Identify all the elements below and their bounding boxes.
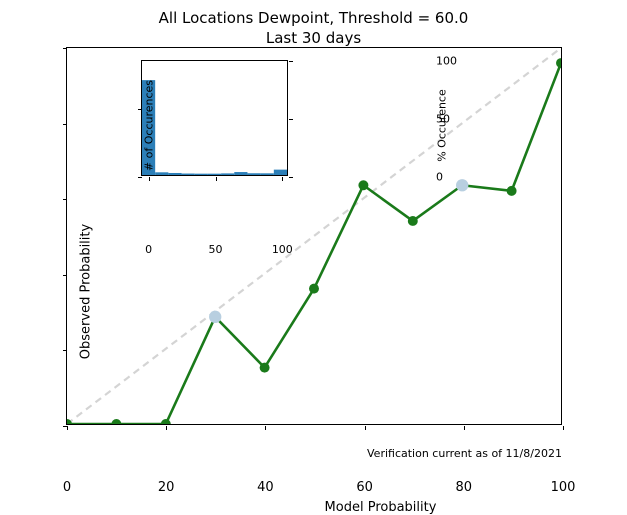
reference-line-segment — [67, 48, 561, 424]
x-axis-tick-label: 80 — [455, 480, 473, 495]
inset-histogram-canvas — [142, 80, 287, 175]
data-point-marker — [358, 180, 369, 191]
inset-x-axis-tick-mark — [215, 177, 217, 181]
inset-x-axis-tick-label: 0 — [145, 243, 153, 256]
data-point-marker — [259, 362, 270, 373]
histogram-bar — [207, 173, 222, 175]
reliability-diagram-figure: All Locations Dewpoint, Threshold = 60.0… — [0, 8, 627, 515]
inset-x-axis-tick-label: 100 — [271, 243, 293, 256]
inset-secondary-y-axis-tick-mark — [289, 119, 293, 121]
x-axis-tick-label: 100 — [550, 480, 576, 495]
inset-secondary-y-axis-tick-label: 100 — [436, 54, 457, 68]
data-point-marker — [160, 419, 171, 424]
histogram-bar — [260, 173, 274, 175]
inset-y-axis-label: # of Occurences — [142, 79, 156, 172]
data-point-marker — [309, 283, 319, 294]
y-axis-tick-mark — [63, 48, 67, 50]
x-axis-tick-mark — [265, 426, 267, 430]
y-axis-tick-mark — [63, 350, 67, 352]
perfect-reliability-reference-line — [67, 48, 561, 424]
data-point-marker — [456, 179, 469, 192]
figure-title-line-2: Last 30 days — [265, 29, 362, 47]
x-axis-tick-label: 40 — [257, 480, 274, 495]
data-point-marker — [506, 185, 517, 196]
inset-secondary-y-axis-tick-label: 50 — [436, 112, 450, 126]
x-axis-tick-mark — [364, 426, 366, 430]
x-axis-tick-label: 20 — [157, 480, 175, 495]
verification-annotation: Verification current as of 11/8/2021 — [367, 447, 562, 460]
observed-probability-markers — [67, 58, 561, 424]
figure-title-line-1: All Locations Dewpoint, Threshold = 60.0 — [158, 9, 469, 27]
x-axis-tick-mark — [563, 426, 565, 430]
histogram-bar — [142, 80, 156, 175]
inset-secondary-y-axis-label: % Occurence — [435, 89, 449, 162]
inset-x-axis-tick-label: 50 — [208, 243, 223, 256]
inset-secondary-y-axis-tick-mark — [289, 61, 293, 63]
x-axis-tick-mark — [67, 426, 69, 430]
x-axis-tick-mark — [463, 426, 465, 430]
x-axis-label: Model Probability — [324, 500, 437, 515]
x-axis-tick-label: 0 — [62, 480, 72, 495]
histogram-bar — [273, 169, 287, 175]
data-point-marker — [111, 419, 122, 424]
inset-secondary-y-axis-tick-mark — [289, 177, 293, 179]
y-axis-tick-mark — [63, 123, 67, 125]
occurrence-bars — [142, 80, 287, 175]
inset-y-axis-tick-mark — [138, 108, 142, 110]
y-axis-tick-mark — [63, 274, 67, 276]
inset-y-axis-tick-mark — [138, 177, 142, 179]
inset-secondary-y-axis-tick-label: 0 — [436, 170, 443, 184]
data-point-marker — [209, 310, 222, 324]
y-axis-tick-mark — [63, 199, 67, 201]
x-axis-tick-label: 60 — [356, 480, 373, 495]
histogram-bar — [247, 173, 261, 175]
histogram-bar — [221, 173, 235, 175]
histogram-bar — [194, 173, 208, 175]
histogram-bar — [234, 172, 248, 175]
histogram-bar — [181, 173, 195, 175]
y-axis-tick-mark — [63, 426, 67, 428]
inset-x-axis-tick-mark — [148, 177, 150, 181]
x-axis-tick-mark — [166, 426, 168, 430]
y-axis-label: Observed Probability — [78, 223, 94, 360]
data-point-marker — [67, 419, 72, 424]
histogram-bar — [155, 172, 169, 175]
data-point-marker — [556, 58, 561, 69]
figure-title: All Locations Dewpoint, Threshold = 60.0… — [0, 8, 627, 48]
data-point-marker — [407, 215, 418, 226]
main-plot-canvas — [67, 48, 561, 424]
histogram-bar — [168, 172, 182, 175]
inset-x-axis-tick-mark — [282, 177, 284, 181]
